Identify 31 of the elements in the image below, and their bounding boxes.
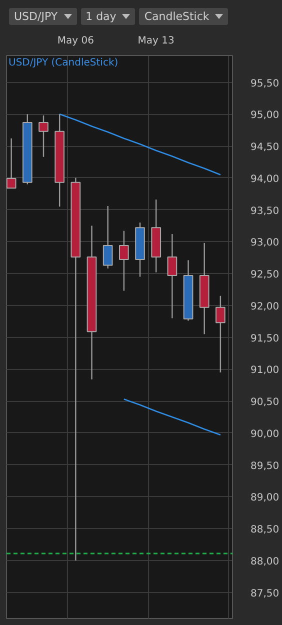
text: 1 day bbox=[80, 8, 136, 25]
candlestick bbox=[102, 205, 113, 270]
y-tick-label: 88,50 bbox=[250, 524, 280, 536]
y-tick-label: 91,50 bbox=[250, 333, 280, 344]
y-tick-label: 92,00 bbox=[250, 301, 280, 312]
line-series bbox=[123, 398, 222, 436]
y-tick-label: 93,00 bbox=[250, 238, 280, 249]
chart-title: USD/JPY (CandleStick) bbox=[8, 58, 118, 68]
y-tick-label: 89,50 bbox=[250, 460, 280, 472]
text: USD/JPY bbox=[9, 8, 77, 25]
y-tick-label: 91,00 bbox=[250, 365, 280, 376]
candlestick bbox=[119, 230, 129, 292]
y-tick-label: 90,50 bbox=[250, 397, 280, 408]
line-series bbox=[58, 114, 222, 176]
y-tick-label: 89,00 bbox=[250, 492, 280, 504]
y-tick-label: 95,00 bbox=[250, 110, 280, 122]
x-tick-label: May 06 bbox=[57, 36, 94, 46]
candlestick bbox=[216, 295, 226, 373]
y-tick-label: 95,50 bbox=[250, 78, 280, 90]
candlestick bbox=[167, 233, 178, 319]
y-tick-label: 87,50 bbox=[250, 588, 280, 600]
y-tick-label: 94,00 bbox=[250, 174, 280, 185]
y-tick-label: 88,00 bbox=[250, 556, 280, 568]
x-tick-label: May 13 bbox=[138, 36, 174, 46]
y-tick-label: 93,50 bbox=[250, 206, 280, 217]
y-tick-label: 92,50 bbox=[250, 270, 280, 281]
candlestick bbox=[38, 114, 48, 158]
candlestick bbox=[6, 138, 16, 189]
text: CandleStick bbox=[139, 8, 228, 25]
y-tick-label: 90,00 bbox=[250, 428, 280, 440]
y-tick-label: 94,50 bbox=[250, 142, 280, 154]
